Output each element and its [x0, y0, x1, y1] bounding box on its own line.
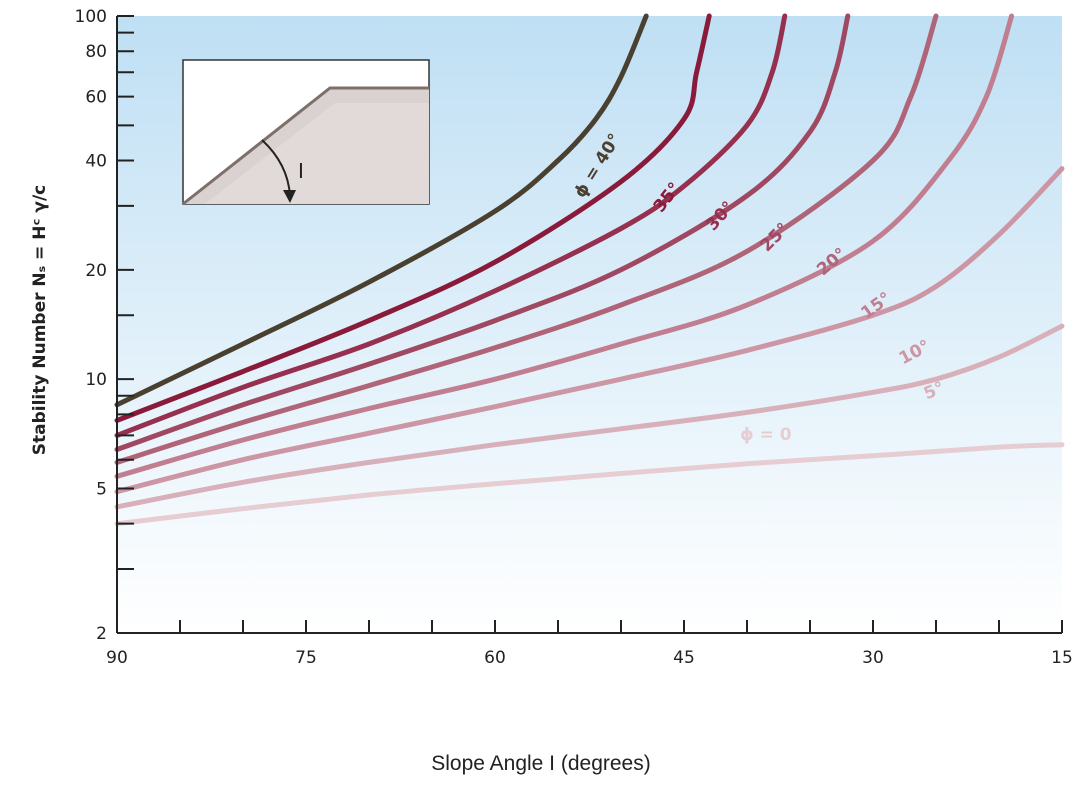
x-axis-title: Slope Angle I (degrees): [431, 752, 651, 775]
x-tick-label: 90: [106, 648, 128, 668]
x-tick-label: 30: [862, 648, 884, 668]
y-tick-label: 10: [85, 370, 107, 390]
y-tick-label: 20: [85, 261, 107, 281]
axes-group: [116, 16, 1062, 634]
series-line-8: [114, 442, 1065, 527]
y-tick-label: 80: [85, 42, 107, 62]
y-tick-label: 100: [75, 7, 107, 27]
series-line-3: [114, 13, 851, 452]
series-line-7: [114, 323, 1065, 510]
series-line-2: [114, 13, 788, 438]
x-tick-label: 75: [295, 648, 317, 668]
series-line-6: [114, 166, 1065, 495]
y-tick-label: 40: [85, 152, 107, 172]
x-tick-label: 60: [484, 648, 506, 668]
y-tick-label: 5: [96, 479, 107, 499]
y-tick-label: 2: [96, 624, 107, 644]
curve-label-8: ϕ = 0: [740, 425, 792, 445]
series-line-0: [114, 13, 649, 408]
inset-angle-label: I: [298, 159, 304, 183]
y-axis-label-group: Stability Number Nₛ = Hᶜ γ/c: [30, 185, 50, 456]
curves-group: [114, 13, 1065, 527]
ticks-group: 90 75 60 45 30 15 2 5 10 20 40 60 80 100: [75, 7, 1073, 668]
series-line-1: [114, 13, 712, 423]
series-line-4: [114, 13, 939, 465]
y-tick-label: 60: [85, 88, 107, 108]
x-tick-label: 45: [673, 648, 695, 668]
inset-diagram: I: [182, 59, 430, 206]
x-tick-label: 15: [1051, 648, 1073, 668]
y-axis-title: Stability Number Nₛ = Hᶜ γ/c: [30, 185, 50, 456]
series-line-5: [114, 13, 1015, 479]
